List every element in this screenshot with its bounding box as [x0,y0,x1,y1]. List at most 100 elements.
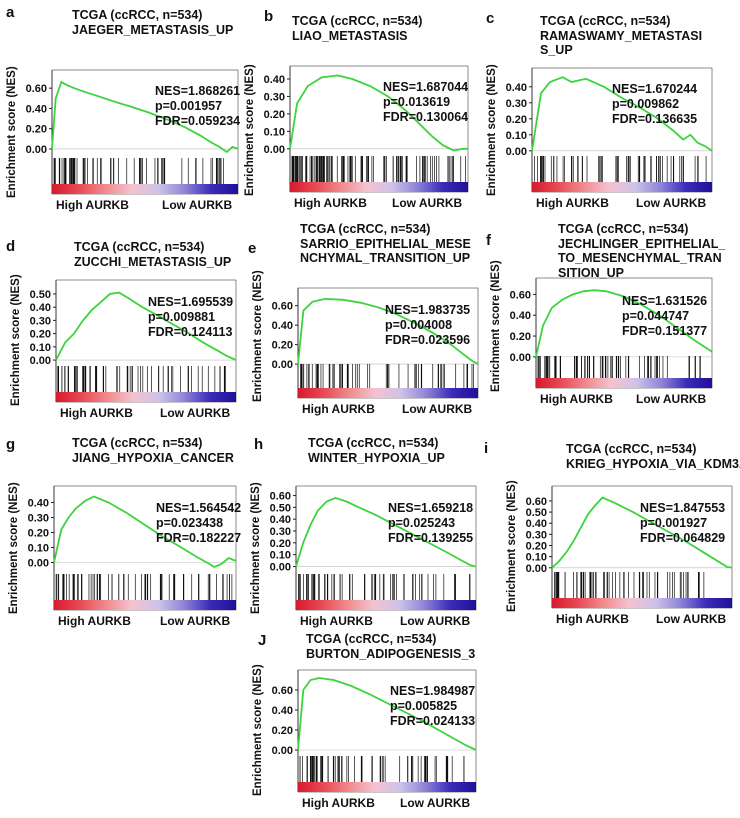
gsea-panel-c: 0.40 0.30 0.20 0.10 0.00 [506,67,713,193]
y-tick-label: 0.00 [272,359,293,371]
x-label-high: High AURKB [56,198,129,212]
panel-title: TCGA (ccRCC, n=534) WINTER_HYPOXIA_UP [308,436,445,465]
x-label-low: Low AURKB [400,614,471,628]
gsea-panel-i: 0.600.500.400.300.200.100.00 [526,485,733,609]
y-tick-label: 0.10 [270,550,291,562]
stats-box: NES=1.847553 p=0.001927 FDR=0.064829 [640,501,725,546]
y-axis-label: Enrichment score (NES) [8,482,20,614]
y-tick-label: 0.40 [26,103,47,115]
y-axis-label: Enrichment score (NES) [244,64,256,196]
gsea-panel-g: 0.40 0.30 0.20 0.10 0.00 [28,485,237,611]
stat-line: FDR=0.064829 [640,531,726,545]
y-tick-label: 0.20 [30,329,51,341]
title-line: TCGA (ccRCC, n=534) [300,222,431,236]
stats-box: NES=1.984987 p=0.005825 FDR=0.024133 [390,684,475,729]
x-label-low: Low AURKB [402,402,473,416]
panel-title: TCGA (ccRCC, n=534) SARRIO_EPITHELIAL_MES… [300,222,471,266]
rank-gradient-bar [536,378,712,388]
stat-line: FDR=0.124113 [148,325,233,339]
x-label-high: High AURKB [536,196,609,210]
panel-letter: i [484,440,489,457]
stats-box: NES=1.695539 p=0.009881 FDR=0.124113 [148,295,233,340]
y-tick-label: 0.00 [272,745,293,757]
y-tick-label: 0.40 [526,518,547,530]
panel-title: TCGA (ccRCC, n=534) JECHLINGER_EPITHELIAL… [558,222,725,280]
y-tick-label: 0.20 [28,528,49,540]
y-tick-label: 0.00 [264,144,285,156]
stat-line: NES=1.670244 [612,82,698,96]
title-line: RAMASWAMY_METASTASI [540,28,703,43]
gsea-panel-h: 0.600.500.400.300.200.100.00 [270,485,477,611]
gsea-panel-b: 0.40 0.30 0.20 0.10 0.00 [264,65,469,193]
y-axis-label: Enrichment score (NES) [486,64,498,196]
panel-letter: a [6,4,15,21]
y-axis-label: Enrichment score (NES) [250,482,262,614]
stat-line: FDR=0.182227 [156,531,242,545]
stat-line: FDR=0.139255 [388,531,474,545]
y-tick-label: 0.00 [510,352,531,364]
stat-line: p=0.004008 [385,318,453,332]
enrichment-curve [531,76,713,152]
panel-letter: e [248,240,257,257]
enrichment-curve [289,74,468,152]
y-axis-label: Enrichment score (NES) [252,664,264,796]
panel-letter: b [264,8,274,25]
x-label-low: Low AURKB [636,196,707,210]
y-tick-label: 0.40 [506,82,527,94]
y-tick-label: 0.20 [510,331,531,343]
gsea-panel-e: 0.60 0.40 0.20 0.00 [272,287,479,399]
panel-title: TCGA (ccRCC, n=534) ZUCCHI_METASTASIS_UP [74,240,231,269]
stat-line: p=0.025243 [388,516,456,530]
x-label-low: Low AURKB [400,796,471,810]
title-line: TCGA (ccRCC, n=534) [540,14,671,28]
y-tick-label: 0.00 [26,144,47,156]
stat-line: NES=1.868261 [155,84,241,98]
y-tick-label: 0.60 [270,491,291,503]
gsea-panel-j: 0.60 0.40 0.20 0.00 [272,669,477,793]
title-line: KRIEG_HYPOXIA_VIA_KDM3A [566,456,740,471]
y-tick-label: 0.10 [30,342,51,354]
panel-letter: J [258,632,267,649]
title-line: TCGA (ccRCC, n=534) [566,442,697,456]
gsea-panel-a: 0.60 0.40 0.20 0.00 [26,69,239,195]
x-label-high: High AURKB [60,406,133,420]
title-line: JECHLINGER_EPITHELIAL_ [558,236,726,251]
x-label-high: High AURKB [300,614,373,628]
x-label-low: Low AURKB [160,614,231,628]
stats-box: NES=1.631526 p=0.044747 FDR=0.151377 [622,294,707,339]
rank-gradient-bar [52,184,238,194]
title-line: LIAO_METASTASIS [292,28,408,43]
y-tick-label: 0.20 [26,124,47,136]
stat-line: p=0.001957 [155,99,223,113]
panel-letter: h [254,436,264,453]
rank-gradient-bar [298,782,476,792]
rank-gradient-bar [54,600,236,610]
x-label-high: High AURKB [540,392,613,406]
title-line: SARRIO_EPITHELIAL_MESE [300,236,471,251]
title-line: TCGA (ccRCC, n=534) [558,222,689,236]
enrichment-curve [297,677,477,751]
enrichment-curve [297,297,479,365]
panel-letter: f [486,232,491,249]
stat-line: NES=1.695539 [148,295,234,309]
y-tick-label: 0.60 [272,685,293,697]
enrichment-curve [51,80,239,154]
stat-line: NES=1.631526 [622,294,708,308]
y-tick-label: 0.40 [272,320,293,332]
y-tick-label: 0.30 [264,91,285,103]
y-tick-label: 0.20 [270,538,291,550]
title-line: TO_MESENCHYMAL_TRAN [558,251,722,265]
title-line: BURTON_ADIPOGENESIS_3 [306,646,476,661]
title-line: TCGA (ccRCC, n=534) [306,632,437,646]
stat-line: FDR=0.151377 [622,324,708,338]
stats-box: NES=1.659218 p=0.025243 FDR=0.139255 [388,501,473,546]
y-axis-label: Enrichment score (NES) [6,66,18,198]
y-tick-label: 0.50 [270,502,291,514]
enrichment-curve [535,289,713,358]
y-tick-label: 0.20 [526,540,547,552]
x-label-high: High AURKB [294,196,367,210]
x-label-high: High AURKB [302,402,375,416]
y-tick-label: 0.00 [526,563,547,575]
stat-line: p=0.023438 [156,516,224,530]
